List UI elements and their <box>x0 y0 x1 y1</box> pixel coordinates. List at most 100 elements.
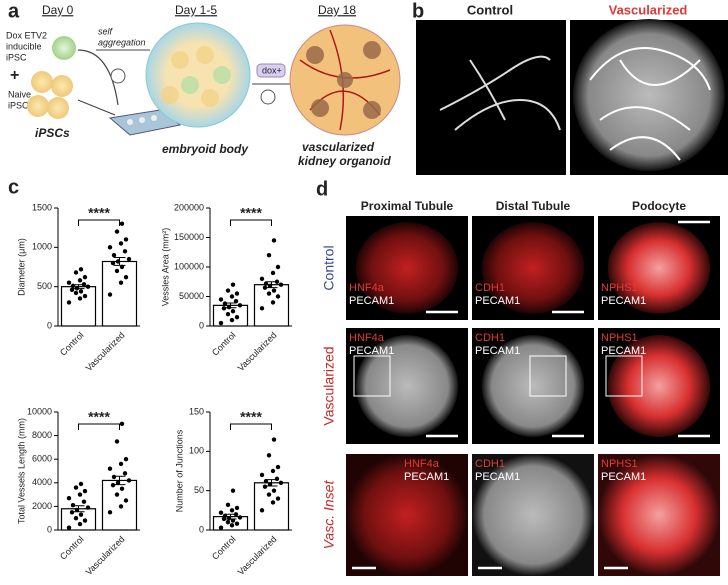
data-point <box>78 289 84 294</box>
data-point <box>122 471 128 476</box>
arrow <box>77 49 119 116</box>
x-tick-label: Control <box>58 534 86 562</box>
data-point <box>275 294 281 299</box>
data-point <box>266 291 272 296</box>
data-point <box>78 512 84 517</box>
data-point <box>259 276 265 281</box>
data-point <box>259 472 265 478</box>
marker-label: HNF4a <box>349 332 385 344</box>
data-point <box>81 499 87 504</box>
data-point <box>110 482 116 488</box>
stain-label: PECAM1 <box>475 471 520 483</box>
image-title: Control <box>467 2 513 17</box>
data-point <box>114 492 120 497</box>
ipsc-icon <box>52 36 76 60</box>
error-bar <box>72 505 85 513</box>
y-tick-label: 0 <box>199 524 204 534</box>
data-point <box>107 245 113 250</box>
data-point <box>123 457 129 462</box>
panel-d: Proximal Tubule Distal Tubule Podocyte Cont… <box>321 199 720 576</box>
data-point <box>230 282 236 287</box>
marker-label: HNF4a <box>349 282 385 294</box>
y-tick-label: 100 <box>189 446 204 456</box>
data-point <box>229 508 235 513</box>
data-point <box>114 439 120 444</box>
plus-sign: + <box>10 67 19 84</box>
cell-label: inducible <box>6 41 42 51</box>
vessel-network <box>573 19 725 171</box>
stain-label: PECAM1 <box>349 295 394 307</box>
data-point <box>222 301 228 306</box>
cell-label: Dox ETV2 <box>6 30 47 40</box>
data-point <box>271 288 277 293</box>
x-tick-label: Control <box>210 534 238 562</box>
y-tick-label: 0 <box>199 320 204 330</box>
data-point <box>66 300 72 305</box>
data-point <box>225 312 231 317</box>
step-label: self <box>98 26 114 36</box>
y-tick-label: 0 <box>47 320 52 330</box>
data-point <box>118 461 124 467</box>
dox-box <box>256 63 286 78</box>
y-axis-label: Number of Junctions <box>174 429 184 512</box>
data-point <box>118 241 124 246</box>
data-point <box>218 525 224 530</box>
day-label: Day 18 <box>318 3 356 17</box>
data-point <box>111 474 117 480</box>
data-point <box>266 453 272 458</box>
panel-label: d <box>316 178 328 200</box>
bar <box>253 482 290 531</box>
y-tick-label: 2000 <box>32 501 52 511</box>
data-point <box>221 306 227 311</box>
vessel-trace <box>439 55 561 131</box>
data-point <box>278 480 284 485</box>
data-point <box>118 280 124 285</box>
x-tick-label: Vascularized <box>84 330 127 373</box>
data-point <box>262 484 268 489</box>
data-point <box>229 317 235 323</box>
data-point <box>271 437 277 442</box>
stage-label: iPSCs <box>35 126 70 140</box>
y-tick-label: 200000 <box>174 202 204 212</box>
column-header: Proximal Tubule <box>361 199 454 213</box>
data-point <box>82 518 88 523</box>
marker-label: CDH1 <box>475 332 505 344</box>
marker-label: NPHS1 <box>601 332 638 344</box>
column-header: Podocyte <box>632 199 686 213</box>
data-point <box>73 290 79 296</box>
data-point <box>82 488 88 494</box>
data-point <box>66 495 72 501</box>
stage-label: embryoid body <box>162 142 249 156</box>
data-point <box>234 291 240 296</box>
data-point <box>230 309 236 314</box>
data-point <box>271 238 277 243</box>
naive-cells <box>27 71 73 119</box>
x-tick-label: Vascularized <box>236 330 279 373</box>
data-point <box>262 285 268 290</box>
error-bar <box>224 513 237 520</box>
organoid-stain <box>607 222 711 314</box>
error-bar <box>113 257 126 266</box>
y-tick-label: 10000 <box>27 406 52 416</box>
significance-bracket <box>78 219 120 226</box>
marker-label: CDH1 <box>475 282 505 294</box>
stage-label: kidney organoid <box>298 154 391 168</box>
marker-label: NPHS1 <box>601 458 638 470</box>
data-point <box>123 275 129 280</box>
y-tick-label: 0 <box>47 524 52 534</box>
vessel-trace <box>589 47 711 161</box>
step-label: aggregation <box>98 37 146 47</box>
bar <box>60 286 97 327</box>
cell-label: iPSC <box>8 100 29 110</box>
data-point <box>218 297 224 302</box>
y-tick-label: 6000 <box>32 454 52 464</box>
y-tick-label: 100000 <box>174 261 204 271</box>
data-point <box>237 515 243 520</box>
inset-stain <box>346 454 468 576</box>
inset-box <box>605 355 643 397</box>
cell-label: iPSC <box>6 52 27 62</box>
data-point <box>225 519 231 525</box>
significance-bracket <box>230 423 272 430</box>
